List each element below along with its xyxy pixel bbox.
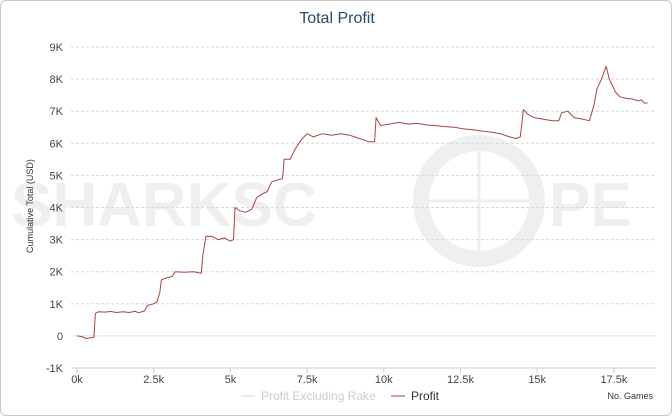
watermark-text-left: SHARKSC — [11, 171, 318, 240]
y-axis-ticks: -1K 0 1K 2K 3K 4K 5K 6K 7K 8K 9K — [46, 42, 64, 375]
x-tick-label: 5k — [225, 374, 237, 386]
y-tick-label: 4K — [50, 203, 64, 215]
y-tick-label: 0 — [57, 331, 63, 343]
x-tick-label: 15k — [528, 374, 546, 386]
y-axis-title: Cumulative Total (USD) — [25, 159, 35, 253]
x-tick-label: 17.5k — [600, 374, 627, 386]
legend-item[interactable]: Profit Excluding Rake — [241, 389, 376, 403]
legend-item[interactable]: Profit — [391, 389, 440, 403]
y-tick-label: 5K — [50, 170, 64, 182]
legend[interactable]: Profit Excluding Rake Profit — [241, 389, 440, 403]
y-tick-label: 9K — [50, 42, 64, 54]
x-tick-label: 2.5k — [143, 374, 164, 386]
y-tick-label: 8K — [50, 74, 64, 86]
chart-title: Total Profit — [299, 10, 375, 27]
y-tick-label: 3K — [50, 235, 64, 247]
x-axis-ticks: 0k 2.5k 5k 7.5k 10k 12.5k 15k 17.5k — [71, 368, 628, 386]
legend-label: Profit Excluding Rake — [261, 389, 376, 403]
x-tick-label: 7.5k — [297, 374, 318, 386]
grid-lines — [71, 46, 656, 369]
watermark-text-right: PE — [549, 171, 632, 240]
series-line-profit — [76, 65, 648, 339]
sharkscope-watermark: SHARKSC PE — [11, 135, 632, 267]
x-axis-title: No. Games — [607, 391, 653, 401]
x-tick-label: 12.5k — [447, 374, 474, 386]
y-tick-label: 7K — [50, 106, 64, 118]
y-tick-label: 6K — [50, 138, 64, 150]
legend-label: Profit — [411, 389, 440, 403]
x-tick-label: 0k — [71, 374, 83, 386]
series-lines — [76, 65, 648, 339]
y-tick-label: -1K — [46, 363, 64, 375]
x-tick-label: 10k — [375, 374, 393, 386]
y-tick-label: 2K — [50, 267, 64, 279]
y-tick-label: 1K — [50, 299, 64, 311]
